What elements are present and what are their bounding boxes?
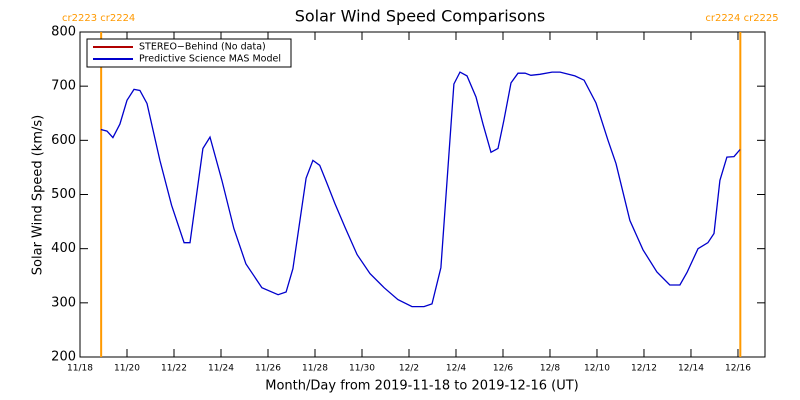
- x-tick-label: 11/20: [114, 364, 140, 374]
- legend-box: [86, 38, 292, 68]
- x-tick-label: 12/8: [540, 364, 560, 374]
- x-tick-label: 12/4: [446, 364, 466, 374]
- chart-title: Solar Wind Speed Comparisons: [295, 7, 546, 26]
- x-tick-label: 12/14: [678, 364, 704, 374]
- carrington-label: cr2223 cr2224: [62, 13, 135, 24]
- y-tick-label: 500: [51, 187, 76, 202]
- x-tick-label: 12/12: [631, 364, 657, 374]
- legend-label: Predictive Science MAS Model: [139, 54, 281, 65]
- y-tick-label: 200: [51, 350, 76, 365]
- y-tick-label: 700: [51, 79, 76, 94]
- x-tick-label: 11/22: [161, 364, 187, 374]
- x-tick-label: 11/24: [208, 364, 234, 374]
- y-tick-label: 600: [51, 133, 76, 148]
- x-axis-label: Month/Day from 2019-11-18 to 2019-12-16 …: [265, 379, 578, 394]
- x-tick-label: 12/10: [584, 364, 610, 374]
- x-tick-label: 11/30: [349, 364, 375, 374]
- y-tick-label: 400: [51, 241, 76, 256]
- y-tick-label: 300: [51, 295, 76, 310]
- x-tick-label: 11/26: [255, 364, 281, 374]
- x-tick-label: 12/2: [399, 364, 419, 374]
- y-tick-label: 800: [51, 25, 76, 40]
- carrington-label: cr2224 cr2225: [705, 13, 778, 24]
- y-axis-label: Solar Wind Speed (km/s): [31, 115, 46, 275]
- data-line: [100, 71, 741, 308]
- x-tick-label: 11/28: [302, 364, 328, 374]
- legend-label: STEREO−Behind (No data): [139, 42, 266, 53]
- x-tick-label: 12/16: [725, 364, 751, 374]
- x-tick-label: 12/6: [493, 364, 513, 374]
- x-tick-label: 11/18: [67, 364, 93, 374]
